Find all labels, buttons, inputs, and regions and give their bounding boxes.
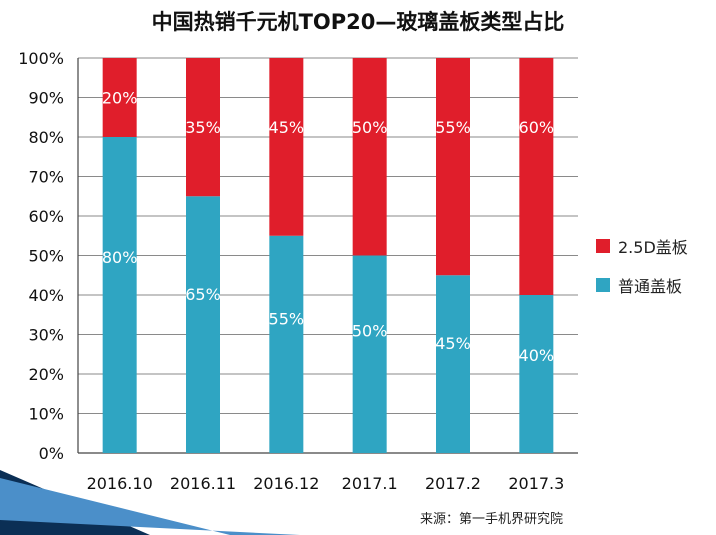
bar-regular-2016.12 bbox=[269, 235, 304, 453]
x-tick-label: 2017.1 bbox=[342, 474, 398, 493]
y-tick-label: 40% bbox=[28, 286, 64, 305]
bars: 80% 20% 65% 35% 55% 45% 50% 50% 45% 55% 40% 60% bbox=[102, 58, 554, 453]
y-tick-label: 100% bbox=[18, 49, 64, 68]
gridlines bbox=[77, 57, 578, 454]
data-label: 45% bbox=[269, 118, 305, 137]
bar-regular-2016.11 bbox=[186, 196, 220, 453]
bar-regular-2017.2 bbox=[436, 275, 470, 453]
decor-wedge-light bbox=[0, 478, 300, 535]
x-tick-label: 2016.12 bbox=[253, 474, 319, 493]
y-tick-label: 30% bbox=[28, 326, 64, 345]
y-tick-label: 80% bbox=[28, 128, 64, 147]
y-tick-label: 60% bbox=[28, 207, 64, 226]
bar-regular-2016.10 bbox=[102, 137, 137, 453]
bar-2-5d-2017.3 bbox=[519, 58, 554, 295]
legend-swatch-2-5d bbox=[596, 239, 610, 253]
bar-2-5d-2016.12 bbox=[269, 58, 304, 236]
y-tick-label: 70% bbox=[28, 168, 64, 187]
data-label: 65% bbox=[185, 285, 221, 304]
y-tick-label: 0% bbox=[39, 444, 64, 463]
data-label: 40% bbox=[519, 346, 555, 365]
x-tick-label: 2016.11 bbox=[170, 474, 236, 493]
corner-decoration bbox=[0, 470, 300, 535]
y-tick-label: 10% bbox=[28, 405, 64, 424]
legend: 2.5D盖板 普通盖板 bbox=[596, 236, 688, 314]
bar-2-5d-2016.10 bbox=[102, 58, 137, 137]
legend-item-regular: 普通盖板 bbox=[596, 275, 688, 296]
bar-regular-2017.3 bbox=[519, 295, 554, 453]
y-axis-ticks: 0% 10% 20% 30% 40% 50% 60% 70% 80% 90% 100% bbox=[18, 49, 64, 463]
legend-item-2-5d: 2.5D盖板 bbox=[596, 236, 688, 257]
data-label: 20% bbox=[102, 89, 138, 108]
x-tick-label: 2017.2 bbox=[425, 474, 481, 493]
bar-2-5d-2016.11 bbox=[186, 58, 220, 197]
bar-2-5d-2017.2 bbox=[436, 58, 470, 276]
x-tick-label: 2017.3 bbox=[508, 474, 564, 493]
data-label: 35% bbox=[185, 118, 221, 137]
x-axis-labels: 2016.10 2016.11 2016.12 2017.1 2017.2 2017.3 bbox=[87, 474, 565, 493]
y-tick-label: 20% bbox=[28, 365, 64, 384]
legend-label-regular: 普通盖板 bbox=[618, 277, 683, 296]
data-label: 55% bbox=[269, 309, 305, 328]
legend-swatch-regular bbox=[596, 278, 610, 292]
bar-regular-2017.1 bbox=[352, 255, 387, 453]
legend-label-2-5d: 2.5D盖板 bbox=[618, 238, 688, 257]
source-note: 来源：第一手机界研究院 bbox=[420, 512, 564, 527]
data-label: 45% bbox=[435, 334, 471, 353]
y-tick-label: 50% bbox=[28, 247, 64, 266]
x-tick-label: 2016.10 bbox=[87, 474, 153, 493]
y-tick-label: 90% bbox=[28, 89, 64, 108]
chart-title: 中国热销千元机TOP20—玻璃盖板类型占比 bbox=[151, 10, 565, 34]
data-label: 60% bbox=[519, 118, 555, 137]
data-label: 50% bbox=[352, 118, 388, 137]
data-label: 80% bbox=[102, 248, 138, 267]
data-label: 55% bbox=[435, 118, 471, 137]
bar-2-5d-2017.1 bbox=[352, 58, 387, 256]
data-label: 50% bbox=[352, 322, 388, 341]
